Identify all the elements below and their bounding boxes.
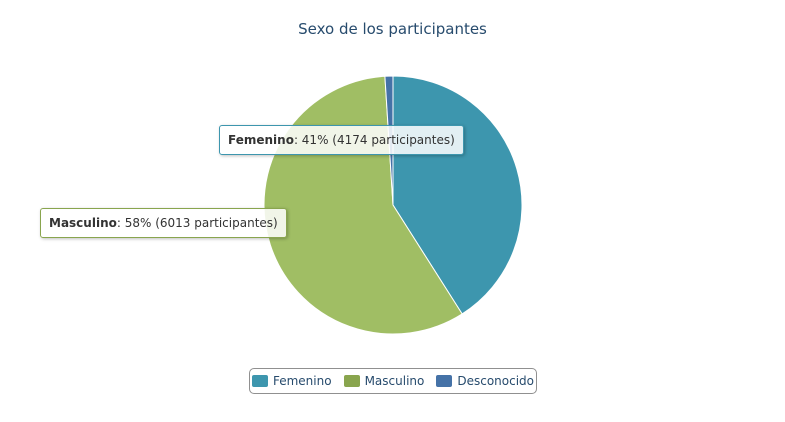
legend-label-masculino: Masculino: [364, 374, 425, 388]
legend-label-desconocido: Desconocido: [457, 374, 535, 388]
tooltip-masculino-text: : 58% (6013 participantes): [116, 216, 278, 230]
legend-item-femenino[interactable]: Femenino: [251, 374, 332, 388]
legend-label-femenino: Femenino: [272, 374, 332, 388]
tooltip-masculino-name: Masculino: [49, 216, 117, 230]
tooltip-femenino: Femenino: 41% (4174 participantes): [219, 125, 464, 155]
tooltip-femenino-name: Femenino: [228, 133, 294, 147]
legend-item-desconocido[interactable]: Desconocido: [436, 374, 534, 388]
legend-swatch-desconocido: [436, 375, 453, 387]
legend-item-masculino[interactable]: Masculino: [343, 374, 425, 388]
legend-swatch-masculino: [343, 375, 360, 387]
tooltip-femenino-text: : 41% (4174 participantes): [293, 133, 455, 147]
chart-title: Sexo de los participantes: [298, 20, 487, 38]
legend-swatch-femenino: [251, 375, 268, 387]
legend: Femenino Masculino Desconocido: [249, 368, 537, 394]
tooltip-masculino: Masculino: 58% (6013 participantes): [40, 208, 287, 238]
